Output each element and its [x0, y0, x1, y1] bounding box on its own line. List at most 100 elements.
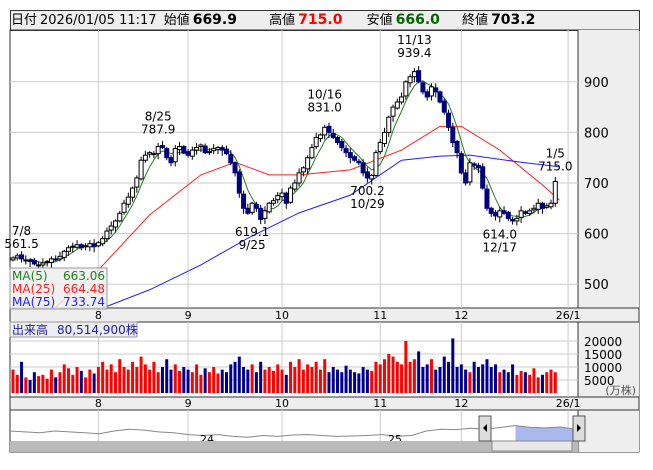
volume-bar [263, 369, 267, 393]
volume-bar [536, 377, 540, 393]
price-annotation: 8/25 [145, 110, 172, 124]
volume-bar [118, 359, 122, 393]
ma-legend: MA(5) 663.06 MA(25) 664.48 MA(75) 733.74 [9, 267, 108, 310]
candle-up [83, 245, 89, 248]
nav-left-handle[interactable] [478, 415, 492, 442]
volume-bar [519, 370, 523, 393]
candle-up [36, 264, 42, 267]
candle-down [219, 147, 225, 151]
nav-axis-bg [578, 410, 639, 452]
price-annotation: 9/25 [239, 238, 266, 252]
volume-bar [267, 367, 271, 393]
candle-up [95, 242, 101, 247]
volume-bar [382, 359, 386, 393]
candle-up [279, 192, 285, 198]
candle-down [501, 210, 507, 214]
volume-bar [361, 367, 365, 393]
volume-bar [391, 356, 395, 393]
volume-bar [62, 364, 66, 393]
candle-down [19, 254, 25, 260]
ma75-legend-value: 733.74 [63, 295, 105, 309]
ma25-line [55, 125, 560, 308]
candle-down [493, 211, 499, 217]
candle-up [394, 101, 400, 109]
volume-bar [122, 367, 126, 393]
price-annotation: 7/8 [12, 224, 31, 238]
candle-down [159, 145, 165, 149]
candle-up [518, 210, 524, 218]
price-annotation: 715.0 [538, 159, 572, 173]
price-annotation: 10/16 [307, 88, 342, 102]
date-tick-label: 8 [95, 397, 102, 410]
volume-bar [310, 367, 314, 393]
date-label: 日付 [11, 13, 38, 28]
candle-up [177, 146, 183, 151]
volume-bar [323, 359, 327, 393]
volume-bar [336, 369, 340, 393]
volume-bar [212, 367, 216, 393]
candle-up [189, 149, 195, 157]
candle-down [330, 132, 336, 138]
volume-bar [75, 367, 79, 393]
volume-bar [481, 364, 485, 393]
volume-bar [451, 338, 455, 393]
candle-down [522, 211, 528, 214]
candle-up [548, 202, 554, 208]
volume-bar [314, 361, 318, 393]
volume-bar [365, 369, 369, 393]
volume-bar [195, 364, 199, 393]
volume-bar [135, 367, 139, 393]
volume-bar [511, 364, 515, 393]
price-axis-bg [578, 30, 639, 308]
candle-up [151, 153, 157, 156]
date-tick-label: 26/1 [556, 309, 581, 322]
candle-down [164, 148, 170, 159]
close-label: 終値 [462, 13, 489, 28]
ma25-legend-label: MA(25) [12, 282, 55, 296]
candle-down [471, 163, 477, 166]
candle-up [300, 167, 306, 173]
candle-up [172, 148, 178, 163]
candle-up [48, 258, 54, 263]
candle-up [467, 162, 473, 183]
date-tick-label: 9 [185, 309, 192, 322]
volume-bar [186, 369, 190, 393]
volume-bar [20, 361, 24, 393]
candle-up [535, 202, 541, 210]
volume-bar [408, 361, 412, 393]
volume-bar [250, 364, 254, 393]
nav-scrollbar-thumb[interactable] [491, 440, 573, 452]
volume-bar [131, 361, 135, 393]
candle-up [108, 225, 114, 231]
candle-down [347, 152, 353, 159]
volume-bar [348, 369, 352, 393]
candle-up [198, 144, 204, 148]
candle-down [31, 259, 37, 265]
volume-bar [207, 372, 211, 393]
candle-down [258, 207, 264, 220]
candle-up [527, 210, 533, 214]
volume-bar [494, 364, 498, 393]
volume-bar [540, 374, 544, 393]
candle-up [497, 210, 503, 218]
ma75-legend-label: MA(75) [12, 295, 55, 309]
volume-bar [340, 372, 344, 393]
volume-bar [498, 372, 502, 393]
nav-right-handle[interactable] [572, 415, 586, 442]
volume-bar [378, 364, 382, 393]
candle-up [100, 238, 106, 245]
volume-bar [280, 369, 284, 393]
volume-bar [101, 361, 105, 393]
candle-up [61, 250, 67, 258]
candle-down [454, 141, 460, 154]
volume-tick-label: 5000 [584, 374, 615, 388]
nav-scrollbar-track[interactable] [10, 441, 578, 452]
volume-bar [553, 372, 557, 393]
candle-up [142, 154, 148, 161]
volume-bar [459, 364, 463, 393]
candle-down [343, 148, 349, 154]
candle-up [211, 148, 217, 152]
arrow-left-icon [483, 424, 487, 432]
ma75-line [102, 154, 560, 309]
